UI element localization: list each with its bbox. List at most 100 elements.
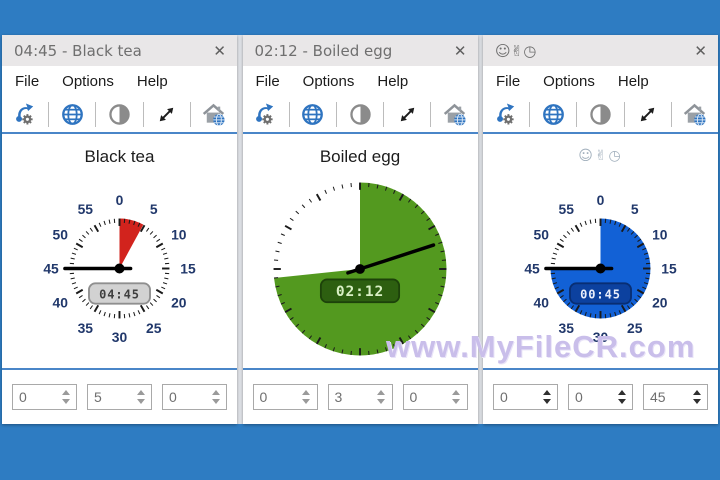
- spinner-down-icon[interactable]: [542, 399, 551, 404]
- toolbar-separator: [48, 102, 50, 127]
- menu-options[interactable]: Options: [543, 73, 595, 90]
- timer-window: 02:12 - Boiled egg ✕ File Options Help Boi…: [242, 35, 478, 424]
- time-spinner-2[interactable]: 0: [162, 384, 227, 410]
- spinner-value[interactable]: 0: [409, 389, 418, 405]
- spinner-down-icon[interactable]: [617, 399, 626, 404]
- menu-options[interactable]: Options: [302, 73, 355, 90]
- close-icon[interactable]: ✕: [694, 41, 707, 60]
- spinner-arrows: [58, 390, 76, 404]
- spinner-arrows: [374, 390, 392, 404]
- spinner-down-icon[interactable]: [692, 399, 701, 404]
- titlebar[interactable]: ☺✌◷ ✕: [483, 35, 718, 66]
- spinner-arrows: [449, 390, 467, 404]
- toolbar-separator: [383, 102, 385, 127]
- menu-file[interactable]: File: [496, 73, 521, 90]
- spinner-row: 0 3 0: [242, 368, 478, 424]
- dial-ticks: [550, 218, 651, 319]
- time-spinner-0[interactable]: 0: [252, 384, 318, 410]
- spinner-value[interactable]: 0: [575, 389, 583, 405]
- window-title: ☺✌◷: [495, 41, 537, 60]
- home-globe-icon[interactable]: [431, 100, 477, 130]
- home-globe-icon[interactable]: [191, 100, 237, 130]
- spinner-value[interactable]: 0: [169, 389, 177, 405]
- timer-dial[interactable]: 0 5 10 15 20 25 30 35 40 45 50 55 04:45: [27, 176, 212, 361]
- dial-number: 30: [112, 329, 128, 345]
- toolbar: [2, 97, 237, 134]
- close-icon[interactable]: ✕: [453, 41, 467, 60]
- menu-help[interactable]: Help: [136, 73, 168, 90]
- spinner-value[interactable]: 45: [650, 389, 666, 405]
- timer-dial[interactable]: 02:12: [269, 178, 451, 360]
- globe-icon[interactable]: [290, 100, 336, 130]
- time-spinner-1[interactable]: 5: [87, 384, 152, 410]
- toolbar: [242, 97, 478, 134]
- spinner-down-icon[interactable]: [211, 399, 220, 404]
- spinner-down-icon[interactable]: [136, 399, 145, 404]
- spinner-up-icon[interactable]: [211, 390, 220, 395]
- spinner-up-icon[interactable]: [542, 390, 551, 395]
- toolbar-separator: [142, 102, 144, 127]
- titlebar[interactable]: 02:12 - Boiled egg ✕: [242, 35, 478, 66]
- contrast-icon[interactable]: [96, 100, 142, 130]
- spinner-arrows: [539, 390, 557, 404]
- spinner-value[interactable]: 0: [259, 389, 268, 405]
- spinner-down-icon[interactable]: [61, 399, 70, 404]
- timer-dial[interactable]: 0 5 10 15 20 25 30 35 40 45 50 55 00:45: [508, 176, 693, 361]
- resize-icon[interactable]: [144, 100, 190, 130]
- window-content: Boiled egg 02:12: [242, 134, 478, 368]
- window-title: 02:12 - Boiled egg: [254, 41, 393, 60]
- menu-help[interactable]: Help: [617, 73, 649, 90]
- pointer-settings-icon[interactable]: [243, 100, 289, 130]
- spinner-up-icon[interactable]: [61, 390, 70, 395]
- spinner-down-icon[interactable]: [302, 399, 310, 404]
- timer-window: ☺✌◷ ✕ File Options Help ☺✌◷ 0 5 10 15 20 25 30 35…: [483, 35, 718, 424]
- menu-file[interactable]: File: [255, 73, 280, 90]
- menu-help[interactable]: Help: [377, 73, 409, 90]
- spinner-down-icon[interactable]: [377, 399, 385, 404]
- spinner-up-icon[interactable]: [692, 390, 701, 395]
- time-spinner-2[interactable]: 0: [402, 384, 468, 410]
- toolbar-separator: [529, 102, 531, 127]
- pointer-settings-icon[interactable]: [483, 100, 529, 130]
- spinner-value[interactable]: 0: [500, 389, 508, 405]
- contrast-icon[interactable]: [337, 100, 383, 130]
- pointer-settings-icon[interactable]: [2, 100, 48, 130]
- time-spinner-2[interactable]: 45: [643, 384, 708, 410]
- spinner-down-icon[interactable]: [452, 399, 460, 404]
- menu-options[interactable]: Options: [62, 73, 114, 90]
- resize-icon[interactable]: [384, 100, 430, 130]
- spinner-up-icon[interactable]: [302, 390, 310, 395]
- menu-file[interactable]: File: [15, 73, 40, 90]
- spinner-up-icon[interactable]: [377, 390, 385, 395]
- globe-icon[interactable]: [49, 100, 95, 130]
- time-spinner-1[interactable]: 3: [327, 384, 393, 410]
- time-spinner-0[interactable]: 0: [493, 384, 558, 410]
- dial-hub: [114, 263, 125, 274]
- dial-number: 50: [533, 226, 549, 242]
- toolbar-separator: [288, 102, 290, 127]
- time-spinner-1[interactable]: 0: [568, 384, 633, 410]
- home-globe-icon[interactable]: [672, 100, 718, 130]
- windows-row: 04:45 - Black tea ✕ File Options Help Blac…: [2, 35, 718, 424]
- globe-icon[interactable]: [530, 100, 576, 130]
- titlebar[interactable]: 04:45 - Black tea ✕: [2, 35, 237, 66]
- timer-name-label: Boiled egg: [319, 147, 401, 166]
- spinner-up-icon[interactable]: [136, 390, 145, 395]
- spinner-up-icon[interactable]: [617, 390, 626, 395]
- contrast-icon[interactable]: [577, 100, 623, 130]
- spinner-value[interactable]: 5: [94, 389, 102, 405]
- dial-number: 40: [52, 295, 68, 311]
- dial-number: 25: [146, 320, 162, 336]
- time-spinner-0[interactable]: 0: [12, 384, 77, 410]
- spinner-value[interactable]: 3: [334, 389, 343, 405]
- dial-ticks: [69, 218, 170, 319]
- spinner-value[interactable]: 0: [19, 389, 27, 405]
- dial-number: 5: [150, 201, 158, 217]
- dial-number: 45: [43, 261, 59, 277]
- resize-icon[interactable]: [625, 100, 671, 130]
- spinner-up-icon[interactable]: [452, 390, 460, 395]
- dial-number: 50: [52, 226, 68, 242]
- dial-number: 15: [180, 261, 196, 277]
- close-icon[interactable]: ✕: [213, 41, 226, 60]
- window-content: Black tea 0 5 10 15 20 25 30 35 40 45 50 55 04:45: [2, 134, 237, 368]
